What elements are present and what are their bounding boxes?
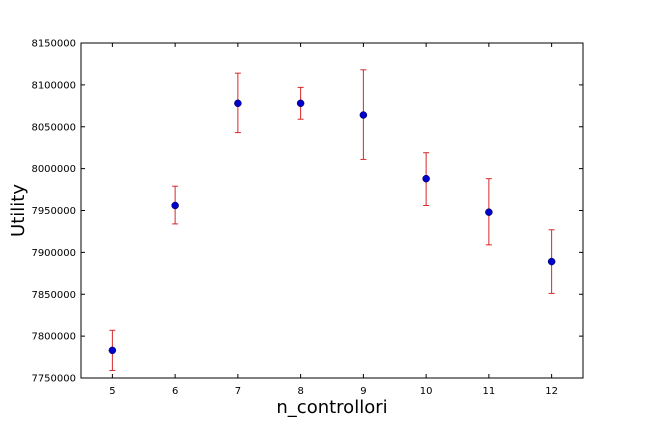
x-tick-label: 7 — [235, 386, 241, 397]
y-tick-label: 7800000 — [31, 332, 76, 343]
y-tick-label: 7850000 — [31, 290, 76, 301]
x-tick-label: 8 — [297, 386, 303, 397]
y-tick-label: 8050000 — [31, 122, 76, 133]
y-tick-label: 7900000 — [31, 248, 76, 259]
y-axis: 7750000 7800000 7850000 7900000 7950000 80000… — [31, 39, 583, 385]
y-tick-label: 8150000 — [31, 39, 76, 50]
x-tick-label: 9 — [360, 386, 366, 397]
data-point — [234, 99, 242, 108]
y-tick-label: 7950000 — [31, 206, 76, 217]
y-tick-label: 8000000 — [31, 164, 76, 175]
plot-frame — [80, 42, 584, 379]
plot-layer — [108, 69, 556, 371]
data-point — [171, 201, 179, 210]
data-point — [296, 99, 305, 108]
x-tick-label: 6 — [172, 386, 178, 397]
y-axis-title: Utility — [8, 184, 29, 237]
x-axis-title: n_controllori — [276, 397, 387, 418]
y-tick-label: 8100000 — [31, 80, 76, 91]
y-tick-label: 7750000 — [31, 374, 76, 385]
data-point — [422, 174, 430, 183]
x-tick-label: 10 — [420, 386, 433, 397]
data-point — [485, 208, 493, 216]
data-point — [547, 257, 556, 266]
x-tick-label: 12 — [545, 386, 558, 397]
data-point — [359, 111, 368, 119]
x-tick-label: 11 — [483, 386, 496, 397]
x-tick-label: 5 — [109, 386, 115, 397]
data-point — [108, 346, 117, 355]
x-axis: 5 6 7 8 9 10 11 12 — [109, 43, 558, 397]
